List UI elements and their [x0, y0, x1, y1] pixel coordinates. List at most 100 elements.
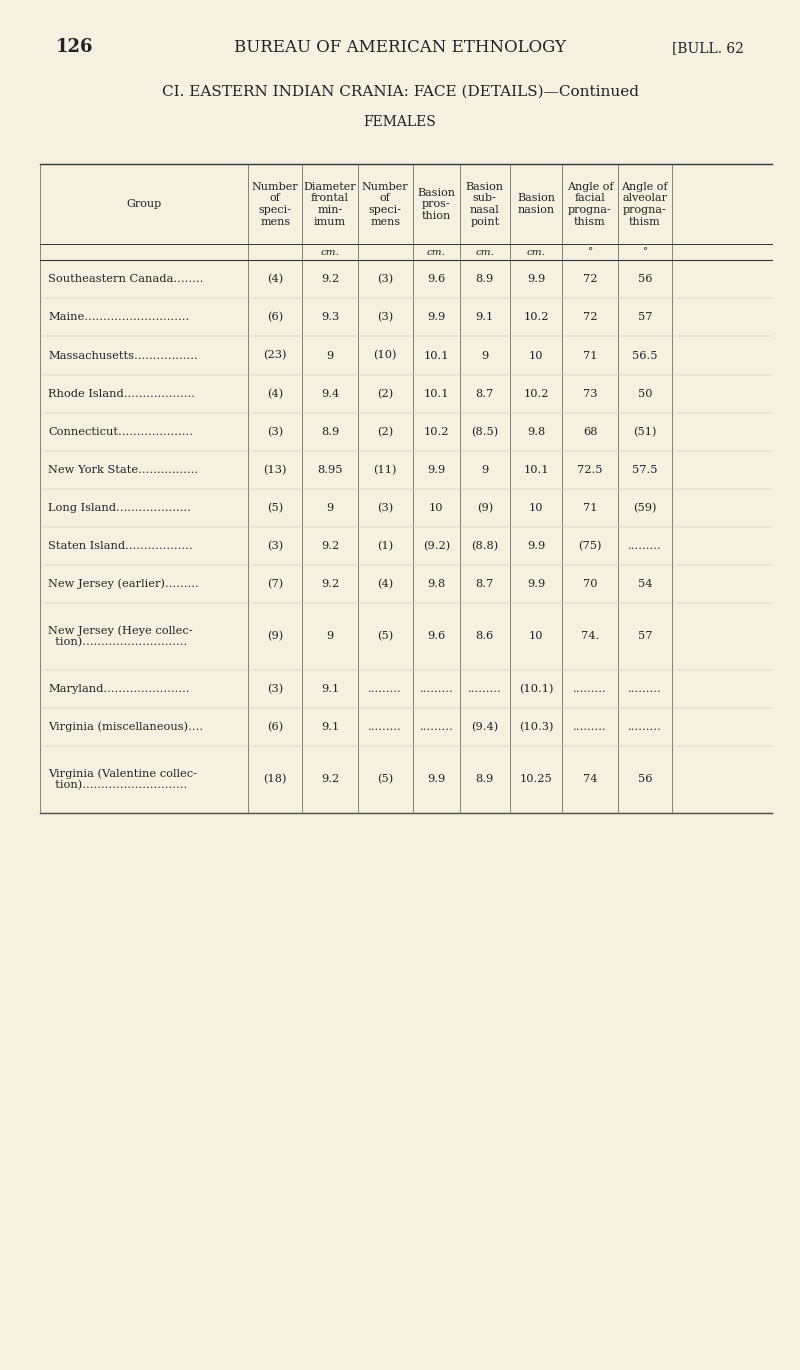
Text: °: °	[587, 248, 593, 256]
Text: 57: 57	[638, 312, 652, 322]
Text: New York State................: New York State................	[48, 464, 198, 475]
Text: (2): (2)	[377, 426, 394, 437]
Text: Diameter
frontal
min-
imum: Diameter frontal min- imum	[304, 182, 356, 226]
Text: 9.6: 9.6	[427, 274, 446, 285]
Text: 56.5: 56.5	[632, 351, 658, 360]
Text: cm.: cm.	[321, 248, 339, 256]
Text: Connecticut....................: Connecticut....................	[48, 426, 194, 437]
Text: New Jersey (Heye collec-
  tion)............................: New Jersey (Heye collec- tion)..........…	[48, 625, 193, 648]
Text: (8.8): (8.8)	[471, 541, 498, 551]
Text: 74: 74	[582, 774, 598, 784]
Text: 10.25: 10.25	[520, 774, 552, 784]
Text: 8.95: 8.95	[318, 464, 342, 475]
Text: (18): (18)	[263, 774, 287, 785]
Text: 8.7: 8.7	[476, 389, 494, 399]
Text: Rhode Island...................: Rhode Island...................	[48, 389, 195, 399]
Text: 9: 9	[326, 351, 334, 360]
Text: (3): (3)	[267, 541, 283, 551]
Text: Basion
sub-
nasal
point: Basion sub- nasal point	[466, 182, 504, 226]
Text: 9.3: 9.3	[321, 312, 339, 322]
Text: Basion
pros-
thion: Basion pros- thion	[418, 188, 455, 221]
Text: (5): (5)	[377, 632, 394, 641]
Text: (51): (51)	[633, 426, 657, 437]
Text: 10.1: 10.1	[424, 389, 449, 399]
Text: 9.9: 9.9	[427, 774, 446, 784]
Text: (10.3): (10.3)	[518, 722, 554, 732]
Text: (9): (9)	[477, 503, 493, 512]
Text: Long Island....................: Long Island....................	[48, 503, 191, 512]
Text: Staten Island..................: Staten Island..................	[48, 541, 193, 551]
Text: 8.9: 8.9	[476, 274, 494, 285]
Text: (3): (3)	[267, 426, 283, 437]
Text: (9.2): (9.2)	[422, 541, 450, 551]
Text: 72: 72	[582, 312, 598, 322]
Text: 9: 9	[481, 464, 489, 475]
Text: 9.8: 9.8	[427, 580, 446, 589]
Text: Group: Group	[126, 199, 162, 210]
Text: 54: 54	[638, 580, 652, 589]
Text: cm.: cm.	[427, 248, 446, 256]
Text: (59): (59)	[633, 503, 657, 512]
Text: (9.4): (9.4)	[471, 722, 498, 732]
Text: 71: 71	[582, 503, 598, 512]
Text: 9: 9	[326, 503, 334, 512]
Text: Virginia (miscellaneous)....: Virginia (miscellaneous)....	[48, 722, 203, 732]
Text: .........: .........	[573, 722, 607, 732]
Text: (4): (4)	[377, 580, 394, 589]
Text: (23): (23)	[263, 351, 287, 360]
Text: 10: 10	[429, 503, 444, 512]
Text: .........: .........	[628, 684, 662, 693]
Text: (6): (6)	[267, 312, 283, 322]
Text: (2): (2)	[377, 389, 394, 399]
Text: Maine............................: Maine............................	[48, 312, 190, 322]
Text: [BULL. 62: [BULL. 62	[672, 41, 744, 55]
Text: 73: 73	[582, 389, 598, 399]
Text: cm.: cm.	[475, 248, 494, 256]
Text: (75): (75)	[578, 541, 602, 551]
Text: 10.1: 10.1	[523, 464, 549, 475]
Text: .........: .........	[468, 684, 502, 693]
Text: Number
of
speci-
mens: Number of speci- mens	[252, 182, 298, 226]
Text: .........: .........	[419, 722, 454, 732]
Text: (13): (13)	[263, 464, 287, 475]
Text: (11): (11)	[374, 464, 397, 475]
Text: (3): (3)	[267, 684, 283, 695]
Text: (4): (4)	[267, 389, 283, 399]
Text: Maryland.......................: Maryland.......................	[48, 684, 190, 693]
Text: Basion
nasion: Basion nasion	[517, 193, 555, 215]
Text: .........: .........	[368, 684, 402, 693]
Text: (10.1): (10.1)	[518, 684, 554, 695]
Text: BUREAU OF AMERICAN ETHNOLOGY: BUREAU OF AMERICAN ETHNOLOGY	[234, 40, 566, 56]
Text: 9.1: 9.1	[476, 312, 494, 322]
Text: 9.1: 9.1	[321, 722, 339, 732]
Text: 72: 72	[582, 274, 598, 285]
Text: 126: 126	[56, 38, 94, 56]
Text: 9.4: 9.4	[321, 389, 339, 399]
Text: 8.9: 8.9	[321, 426, 339, 437]
Text: 10: 10	[529, 503, 543, 512]
Text: (7): (7)	[267, 580, 283, 589]
Text: 9.6: 9.6	[427, 632, 446, 641]
Text: 56: 56	[638, 274, 652, 285]
Text: 9: 9	[481, 351, 489, 360]
Text: °: °	[642, 248, 647, 256]
Text: Massachusetts.................: Massachusetts.................	[48, 351, 198, 360]
Text: 10.2: 10.2	[424, 426, 449, 437]
Text: 9.8: 9.8	[527, 426, 545, 437]
Text: (3): (3)	[377, 312, 394, 322]
Text: 8.6: 8.6	[476, 632, 494, 641]
Text: 10.2: 10.2	[523, 312, 549, 322]
Text: (6): (6)	[267, 722, 283, 732]
Text: 9.2: 9.2	[321, 580, 339, 589]
Text: Angle of
facial
progna-
thism: Angle of facial progna- thism	[566, 182, 614, 226]
Text: 9.9: 9.9	[527, 274, 545, 285]
Text: 50: 50	[638, 389, 652, 399]
Text: (9): (9)	[267, 632, 283, 641]
Text: 9.9: 9.9	[427, 312, 446, 322]
Text: 10.2: 10.2	[523, 389, 549, 399]
Text: 9: 9	[326, 632, 334, 641]
Text: 57.5: 57.5	[632, 464, 658, 475]
Text: 9.9: 9.9	[527, 541, 545, 551]
Text: 10.1: 10.1	[424, 351, 449, 360]
Text: (4): (4)	[267, 274, 283, 285]
